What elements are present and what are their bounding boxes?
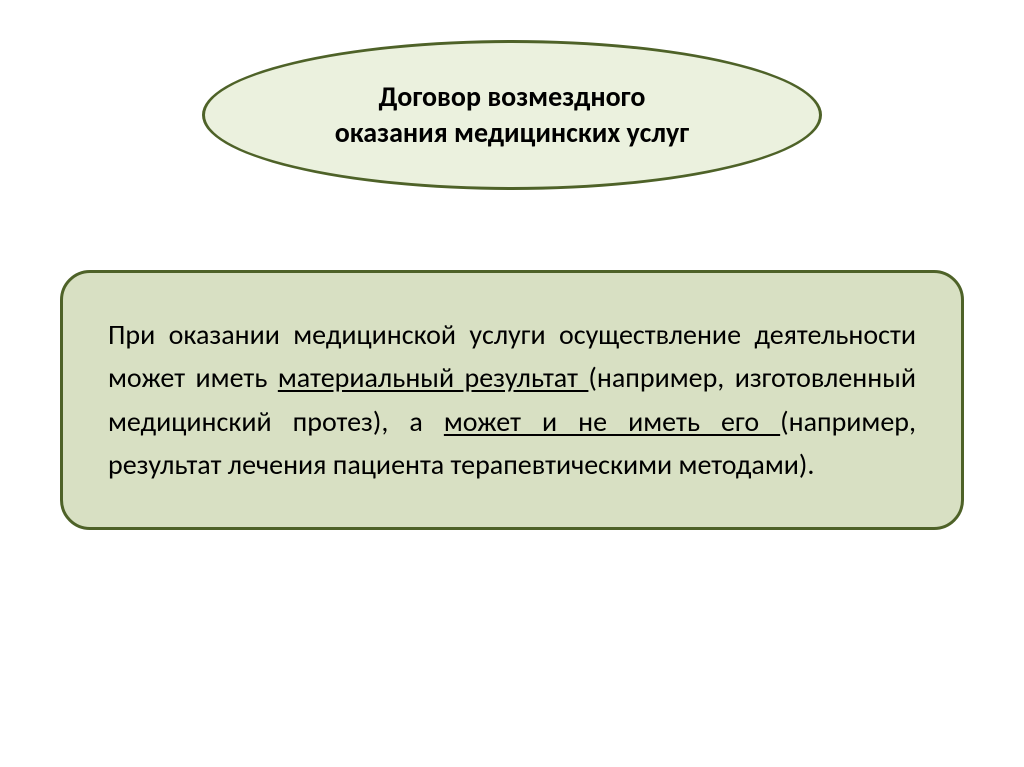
underlined-part-2: может и не иметь его: [444, 404, 780, 439]
content-box: При оказании медицинской услуги осуществ…: [60, 270, 964, 530]
ellipse-title-line1: Договор возмездного: [379, 79, 646, 115]
title-ellipse-container: Договор возмездного оказания медицинских…: [202, 40, 822, 190]
underlined-part-1: материальный результат: [278, 360, 589, 395]
ellipse-title-line2: оказания медицинских услуг: [335, 115, 689, 151]
body-paragraph: При оказании медицинской услуги осуществ…: [108, 313, 916, 487]
title-ellipse: Договор возмездного оказания медицинских…: [202, 40, 822, 190]
